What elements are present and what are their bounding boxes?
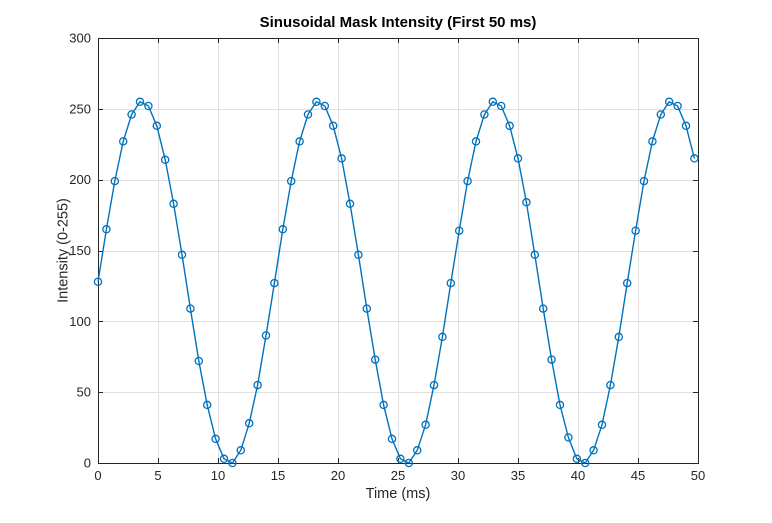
data-point-marker [496, 101, 506, 111]
data-point-marker [135, 97, 145, 107]
data-point-marker [656, 110, 666, 119]
data-point-marker [236, 446, 246, 455]
data-point-marker [211, 434, 220, 444]
data-point-marker [244, 419, 254, 428]
data-point-marker [597, 420, 607, 430]
data-point-marker [614, 332, 624, 342]
data-point-marker [404, 458, 414, 468]
data-point-marker [387, 434, 397, 444]
data-point-marker [589, 446, 598, 455]
data-point-marker [488, 97, 498, 107]
data-point-marker [102, 225, 111, 234]
data-point-marker [606, 380, 615, 390]
data-point-marker [354, 250, 363, 260]
data-point-marker [177, 250, 187, 260]
data-point-marker [295, 137, 304, 146]
data-point-marker [144, 101, 153, 111]
data-point-marker [446, 278, 456, 288]
data-point-marker [228, 458, 237, 468]
data-point-marker [169, 199, 178, 209]
data-point-marker [328, 121, 338, 131]
x-axis-label: Time (ms) [365, 486, 431, 502]
data-point-marker [303, 110, 313, 119]
data-point-marker [261, 331, 271, 340]
data-point-marker [690, 154, 699, 163]
data-point-marker [648, 137, 657, 146]
x-tick-label: 30 [451, 468, 465, 483]
data-point-marker [202, 400, 212, 410]
data-point-marker [471, 137, 481, 146]
data-point-marker [110, 176, 120, 186]
data-point-marker [320, 101, 330, 111]
y-tick-label: 150 [69, 243, 91, 258]
data-point-marker [160, 155, 170, 165]
x-tick-label: 45 [631, 468, 645, 483]
data-point-marker [547, 355, 556, 364]
data-point-marker [564, 433, 573, 442]
x-tick-label: 35 [511, 468, 525, 483]
data-point-marker [530, 250, 540, 260]
y-tick-label: 100 [69, 314, 91, 329]
data-point-marker [681, 121, 691, 131]
x-tick-label: 0 [94, 468, 101, 483]
data-point-marker [429, 380, 439, 390]
data-point-marker [370, 355, 380, 364]
y-tick-label: 300 [69, 31, 91, 46]
x-tick-label: 40 [571, 468, 585, 483]
data-point-marker [580, 458, 590, 468]
y-axis-label: Intensity (0-255) [55, 198, 72, 303]
data-point-marker [127, 110, 136, 119]
data-point-marker [454, 226, 464, 235]
y-tick-label: 0 [84, 456, 91, 471]
x-tick-label: 20 [331, 468, 345, 483]
data-point-marker [219, 454, 229, 464]
data-point-marker [421, 420, 430, 430]
data-point-marker [438, 332, 447, 342]
data-point-marker [270, 278, 279, 288]
data-point-marker [93, 277, 103, 286]
data-point-marker [186, 304, 195, 313]
data-point-marker [253, 380, 262, 390]
chart-title: Sinusoidal Mask Intensity (First 50 ms) [259, 14, 537, 31]
data-point-marker [631, 226, 640, 235]
y-tick-label: 50 [77, 385, 91, 400]
data-point-marker [463, 176, 472, 186]
data-point-marker [337, 154, 346, 163]
data-point-marker [513, 154, 523, 163]
x-tick-label: 15 [271, 468, 285, 483]
data-point-marker [664, 97, 674, 107]
data-point-marker [480, 110, 489, 119]
data-point-marker [152, 121, 162, 131]
y-tick-label: 200 [69, 172, 91, 187]
data-point-marker [572, 454, 582, 464]
data-point-marker [555, 400, 565, 410]
x-tick-label: 50 [691, 468, 705, 483]
data-point-marker [622, 278, 632, 288]
series-line [97, 101, 696, 464]
data-point-marker [286, 176, 296, 186]
data-point-marker [673, 101, 682, 111]
data-point-marker [412, 446, 422, 455]
data-point-marker [118, 137, 128, 146]
data-point-marker [362, 304, 372, 313]
data-point-marker [639, 176, 649, 186]
x-tick-label: 5 [154, 468, 161, 483]
y-tick-label: 250 [69, 101, 91, 116]
data-point-marker [522, 198, 531, 207]
data-point-marker [538, 304, 548, 313]
data-point-marker [379, 400, 388, 410]
data-point-marker [312, 97, 321, 107]
data-point-marker [345, 199, 355, 209]
data-point-marker [505, 121, 514, 131]
x-tick-label: 25 [391, 468, 405, 483]
data-point-marker [194, 356, 204, 366]
x-tick-label: 10 [211, 468, 225, 483]
data-point-marker [396, 454, 405, 464]
data-point-marker [278, 225, 288, 234]
